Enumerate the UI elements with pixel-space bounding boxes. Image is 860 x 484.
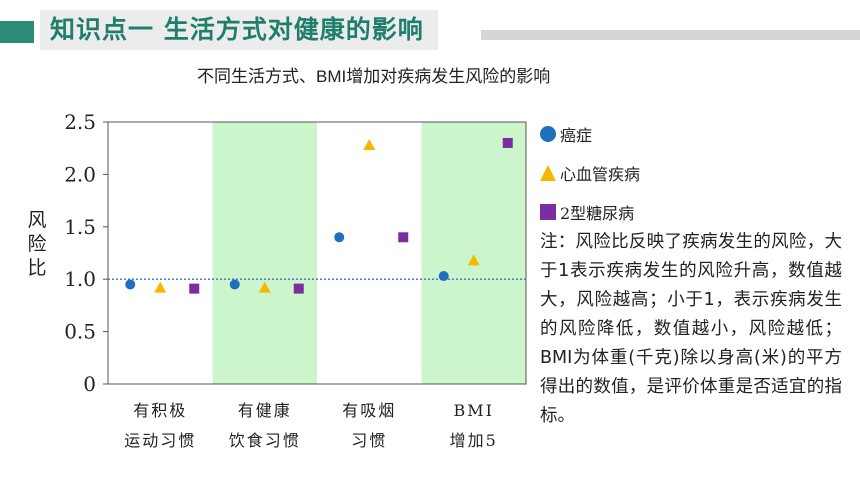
y-tick-label: 0 (83, 372, 96, 396)
y-tick-label: 2.0 (64, 162, 96, 186)
plot-frame (107, 121, 527, 385)
chart-legend: 癌症心血管疾病 2型糖尿病 (539, 114, 640, 231)
data-point-circle (229, 279, 240, 290)
data-point-square (189, 283, 200, 294)
data-point-triangle (467, 254, 480, 266)
data-point-triangle (363, 139, 376, 151)
data-point-circle (125, 279, 136, 290)
legend-item: 2型糖尿病 (539, 192, 640, 231)
x-tick-label: 有积极 运动习惯 (124, 401, 197, 450)
chart-note: 注：风险比反映了疾病发生的风险，大于1表示疾病发生的风险升高，数值越大，风险越高… (540, 232, 842, 426)
data-point-square (502, 137, 513, 148)
legend-label: 癌症 (560, 125, 593, 145)
header-accent-bar (0, 21, 34, 43)
y-axis-label-char: 险 (27, 233, 47, 255)
shaded-band (421, 122, 526, 384)
page-title: 知识点一 生活方式对健康的影响 (40, 10, 438, 50)
data-point-square (398, 232, 409, 243)
data-point-triangle (258, 281, 271, 293)
legend-item: 心血管疾病 (539, 153, 640, 192)
legend-marker-circle (539, 125, 557, 143)
x-tick-label: 有健康 饮食习惯 (228, 401, 301, 450)
y-tick-label: 1.5 (64, 215, 96, 239)
data-point-triangle (154, 281, 167, 293)
data-point-circle (438, 271, 449, 282)
y-axis-label: 风险比 (26, 208, 48, 280)
chart-title: 不同生活方式、BMI增加对疾病发生风险的影响 (197, 67, 551, 86)
legend-label: 2型糖尿病 (560, 203, 635, 223)
legend-label: 心血管疾病 (560, 164, 641, 184)
data-point-circle (334, 232, 345, 243)
shaded-band (212, 122, 317, 384)
y-tick-label: 0.5 (64, 320, 96, 344)
legend-marker-square (539, 203, 557, 221)
y-axis-label-char: 比 (27, 257, 47, 279)
y-tick-label: 2.5 (64, 110, 96, 134)
legend-marker-triangle (539, 164, 557, 182)
x-tick-label: BMI 增加5 (449, 401, 498, 450)
data-point-square (293, 283, 304, 294)
y-axis-label-char: 风 (27, 209, 47, 231)
header-divider-strip (481, 30, 860, 40)
legend-item: 癌症 (539, 114, 640, 153)
y-tick-label: 1.0 (64, 267, 96, 291)
x-tick-label: 有吸烟 习惯 (342, 401, 397, 450)
